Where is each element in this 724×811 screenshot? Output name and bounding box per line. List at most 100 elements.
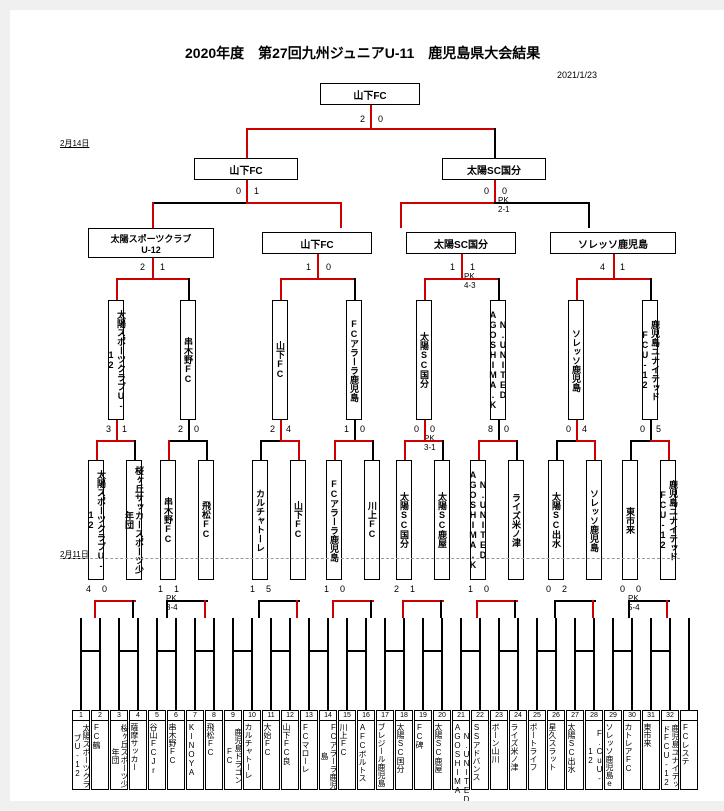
seed-name: ソレッソ鹿児島e bbox=[605, 721, 614, 789]
r16-d-sr: 0 bbox=[360, 424, 365, 434]
seed-box: 11大始FC bbox=[262, 710, 280, 790]
seed-box: 29ソレッソ鹿児島e bbox=[604, 710, 622, 790]
seed-box: 1太陽スポーツクラブU-12 bbox=[72, 710, 90, 790]
seed-num: 17 bbox=[377, 711, 393, 721]
qf-a-sr: 1 bbox=[160, 262, 165, 272]
qf-a-sl: 2 bbox=[140, 262, 145, 272]
seed-num: 30 bbox=[624, 711, 640, 721]
r32-score: 0 bbox=[484, 584, 489, 594]
seed-name: 太陽SC鹿屋 bbox=[434, 721, 443, 789]
r16-b-sr: 0 bbox=[194, 424, 199, 434]
seed-name: N.UNITED AGOSHIMA.K bbox=[453, 721, 471, 789]
seed-box: 16AFCボルトス bbox=[357, 710, 375, 790]
date-left-1: 2月14日 bbox=[60, 138, 89, 149]
semi-r-pk: PK 2-1 bbox=[498, 196, 510, 214]
seed-num: 25 bbox=[529, 711, 545, 721]
seed-num: 23 bbox=[491, 711, 507, 721]
seed-name: AFCボルトス bbox=[358, 721, 367, 789]
seed-box: 6串木野FC bbox=[167, 710, 185, 790]
seed-num: 5 bbox=[149, 711, 165, 721]
seed-num: 20 bbox=[434, 711, 450, 721]
seed-name: 桜ヶ丘スポーツ少年団 bbox=[111, 721, 129, 789]
r32-team: N.UNITED AGOSHIMA.K bbox=[470, 460, 486, 580]
qf-d-sr: 1 bbox=[620, 262, 625, 272]
r16-g: ソレッソ鹿児島 bbox=[568, 300, 584, 420]
seed-name: 薩摩サッカー bbox=[130, 721, 139, 789]
seed-box: 7KINOYA bbox=[186, 710, 204, 790]
r32-score: 5 bbox=[266, 584, 271, 594]
seed-num: 4 bbox=[130, 711, 146, 721]
r16-a-sr: 1 bbox=[122, 424, 127, 434]
r32-team: 太陽スポーツクラブU-12 bbox=[88, 460, 104, 580]
seed-name: FCレステ bbox=[681, 721, 690, 789]
r32-score: 1 bbox=[174, 584, 179, 594]
seed-num: 3 bbox=[111, 711, 127, 721]
seed-num: 8 bbox=[206, 711, 222, 721]
seed-box: 4薩摩サッカー bbox=[129, 710, 147, 790]
seed-box: 8飛松FC bbox=[205, 710, 223, 790]
r32-score: 1 bbox=[250, 584, 255, 594]
seed-box: 25ポートライフ bbox=[528, 710, 546, 790]
r32-team: 川上FC bbox=[364, 460, 380, 580]
seed-num: 32 bbox=[662, 711, 678, 721]
seed-box: 17ブレジール鹿児島 bbox=[376, 710, 394, 790]
seed-box: 13FCマローレ bbox=[300, 710, 318, 790]
semi-right: 太陽SC国分 bbox=[442, 158, 546, 180]
seed-name: 山下FC良 bbox=[282, 721, 291, 789]
divider-r32 bbox=[60, 558, 680, 559]
r16-f-sl: 8 bbox=[488, 424, 493, 434]
semi-r-sr: 0 bbox=[502, 186, 507, 196]
seed-num: 11 bbox=[263, 711, 279, 721]
r16-d-sl: 1 bbox=[344, 424, 349, 434]
seed-name: 星久スラット bbox=[548, 721, 557, 789]
r32-team: 太陽SC国分 bbox=[396, 460, 412, 580]
seed-name: 串木野FC bbox=[168, 721, 177, 789]
seed-box: 27太陽SC出水 bbox=[566, 710, 584, 790]
seed-name: カトレアFC bbox=[624, 721, 633, 789]
r32-team: 桜ヶ丘サッカースポーツ少年団 bbox=[126, 460, 142, 580]
seed-name: 東市来 bbox=[643, 721, 652, 789]
seed-box: 2FC鶴 bbox=[91, 710, 109, 790]
r16-d: FCアラーラ鹿児島 bbox=[346, 300, 362, 420]
seed-name: ライズ米ノ津 bbox=[510, 721, 519, 789]
seed-name: FCアラーラ鹿児島 bbox=[320, 721, 338, 789]
seed-box: 15川上FC bbox=[338, 710, 356, 790]
seed-box: 5谷山FCJr bbox=[148, 710, 166, 790]
r32-score: 1 bbox=[158, 584, 163, 594]
seed-box: 3桜ヶ丘スポーツ少年団 bbox=[110, 710, 128, 790]
page-title: 2020年度 第27回九州ジュニアU-11 鹿児島県大会結果 bbox=[185, 43, 540, 63]
seed-box: 31東市来 bbox=[642, 710, 660, 790]
r16-f-sr: 0 bbox=[504, 424, 509, 434]
r16-a-sl: 3 bbox=[106, 424, 111, 434]
final-box: 山下FC bbox=[320, 83, 420, 105]
qf-d-sl: 4 bbox=[600, 262, 605, 272]
semi-left: 山下FC bbox=[194, 158, 298, 180]
r32-team: 東市来 bbox=[622, 460, 638, 580]
seed-num: 12 bbox=[282, 711, 298, 721]
r16-g-sl: 0 bbox=[566, 424, 571, 434]
r16-h-sl: 0 bbox=[640, 424, 645, 434]
r32-team: 山下FC bbox=[290, 460, 306, 580]
seed-name: 飛松FC bbox=[206, 721, 215, 789]
r16-h-sr: 5 bbox=[656, 424, 661, 434]
seed-name: KINOYA bbox=[187, 721, 196, 789]
seed-name: FC碑 bbox=[415, 721, 424, 789]
seed-box: FCレステ bbox=[680, 710, 698, 790]
r32-score: 0 bbox=[102, 584, 107, 594]
r32-team: 串木野FC bbox=[160, 460, 176, 580]
seed-name: ポートライフ bbox=[529, 721, 538, 789]
seed-name: F.CuU-12 bbox=[586, 721, 604, 789]
seed-box: 28F.CuU-12 bbox=[585, 710, 603, 790]
semi-l-sl: 0 bbox=[236, 186, 241, 196]
r32-team: 鹿児島ユナイテッドFCU-12 bbox=[660, 460, 676, 580]
r16-e-sl: 0 bbox=[414, 424, 419, 434]
r16-c-sr: 4 bbox=[286, 424, 291, 434]
seed-box: 24ライズ米ノ津 bbox=[509, 710, 527, 790]
seed-num bbox=[681, 711, 697, 721]
seed-num: 27 bbox=[567, 711, 583, 721]
seed-box: 32鹿児島ユナイテッドFCU-12 bbox=[661, 710, 679, 790]
seed-name: 鹿児島ドラゴンFC bbox=[225, 721, 243, 789]
seed-num: 19 bbox=[415, 711, 431, 721]
qf-b-sr: 0 bbox=[326, 262, 331, 272]
seed-num: 7 bbox=[187, 711, 203, 721]
